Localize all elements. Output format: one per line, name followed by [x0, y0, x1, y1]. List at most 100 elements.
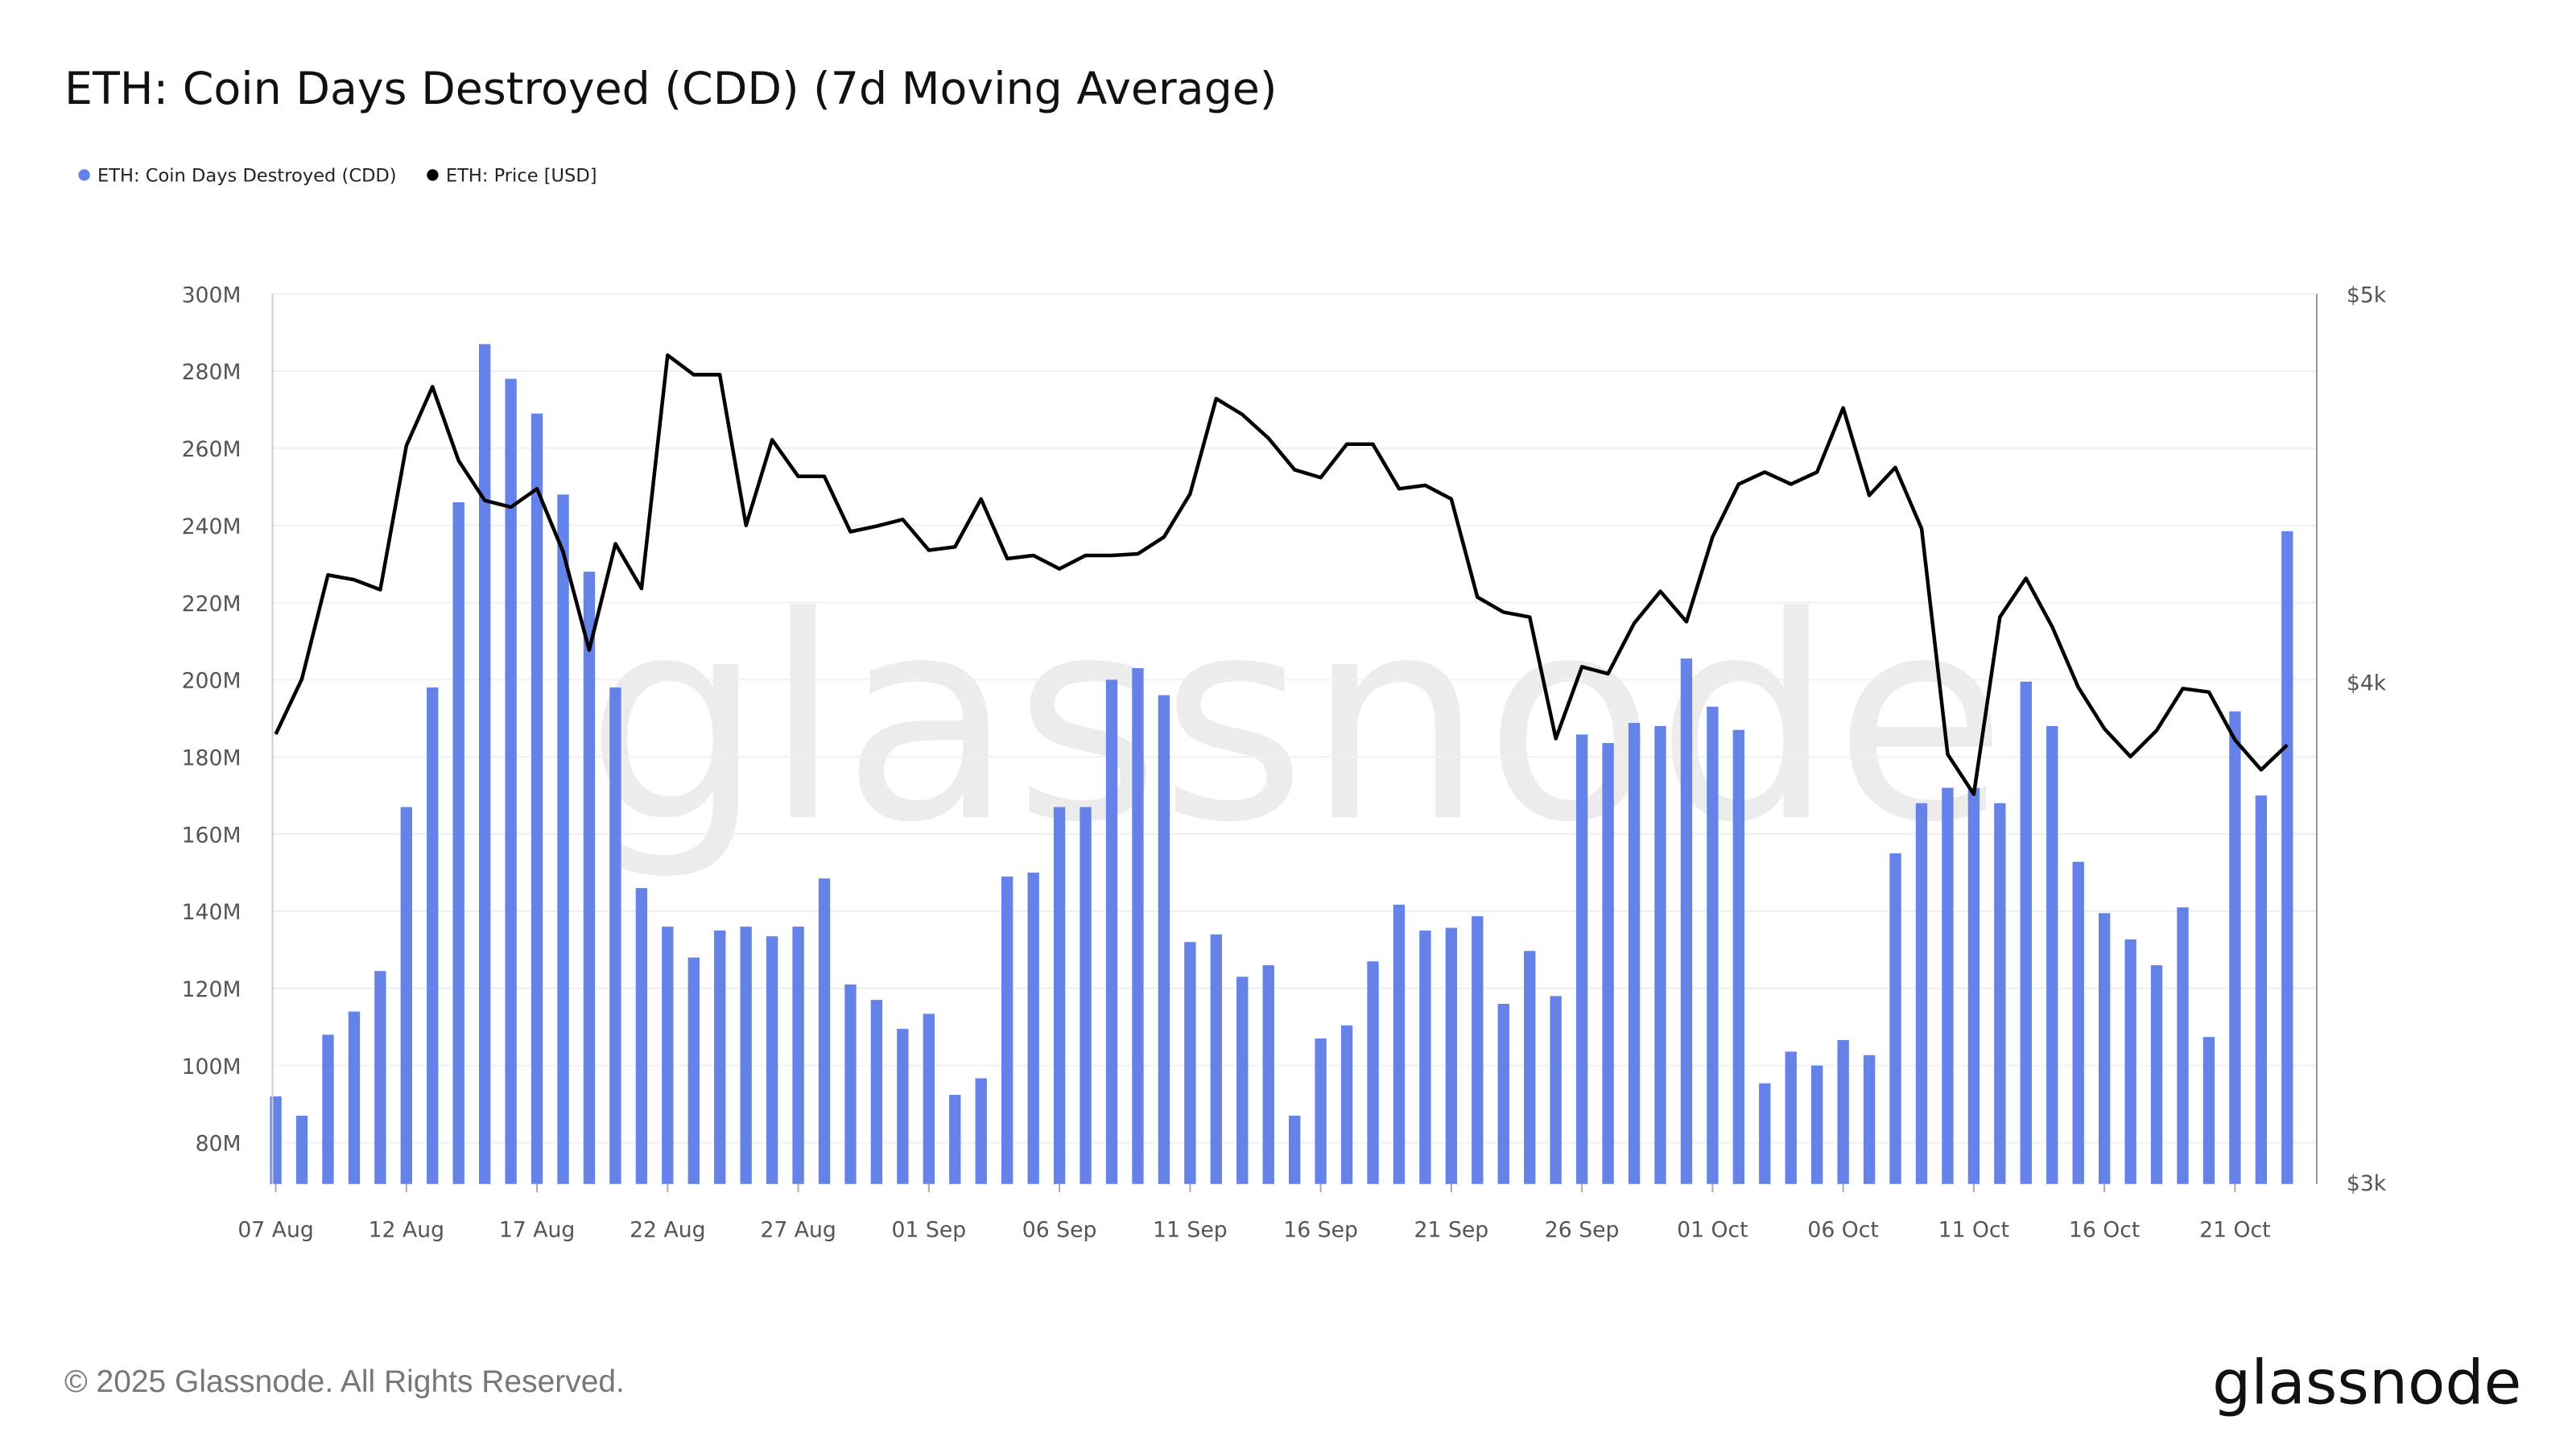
cdd-bar: [1001, 876, 1013, 1184]
left-tick-label: 160M: [182, 823, 242, 848]
left-tick-label: 200M: [182, 669, 242, 694]
x-tick-label: 17 Aug: [499, 1217, 575, 1242]
cdd-bar: [1419, 930, 1431, 1184]
cdd-bar: [1262, 965, 1274, 1184]
left-axis-ticks: 80M 100M 120M 140M 160M 180M 200M 220M 240M 260M 2…: [182, 283, 242, 1156]
right-tick-label: $4k: [2347, 671, 2387, 696]
x-tick-label: 26 Sep: [1545, 1217, 1620, 1242]
cdd-bar: [1184, 942, 1196, 1184]
cdd-bar: [1889, 853, 1901, 1184]
cdd-bar: [897, 1029, 909, 1184]
x-tick-label: 22 Aug: [630, 1217, 705, 1242]
cdd-bar: [1340, 1025, 1353, 1184]
cdd-bar: [400, 807, 412, 1184]
cdd-bar: [766, 936, 778, 1184]
x-tick-label: 27 Aug: [760, 1217, 836, 1242]
cdd-bar: [792, 927, 804, 1184]
x-tick-label: 06 Sep: [1022, 1217, 1097, 1242]
cdd-bar: [1288, 1115, 1301, 1184]
left-tick-label: 220M: [182, 592, 242, 617]
cdd-bar: [322, 1034, 334, 1184]
footer-copyright: © 2025 Glassnode. All Rights Reserved.: [64, 1364, 625, 1399]
x-tick-label: 11 Sep: [1153, 1217, 1228, 1242]
cdd-bar: [975, 1078, 987, 1184]
cdd-bar: [1472, 916, 1484, 1184]
cdd-bar: [844, 984, 857, 1184]
cdd-bar: [1497, 1003, 1509, 1184]
cdd-bar: [635, 888, 648, 1184]
x-tick-label: 21 Sep: [1414, 1217, 1489, 1242]
x-tick-label: 11 Oct: [1938, 1217, 2009, 1242]
cdd-bar: [1210, 934, 1222, 1184]
cdd-bar: [2072, 861, 2084, 1184]
cdd-bar: [1602, 742, 1614, 1184]
left-tick-label: 180M: [182, 745, 242, 770]
cdd-bar: [1707, 706, 1719, 1184]
right-tick-label: $3k: [2347, 1171, 2387, 1196]
cdd-bar: [1759, 1083, 1771, 1184]
footer-logo: glassnode: [2212, 1348, 2521, 1418]
cdd-bar: [1080, 807, 1092, 1184]
cdd-bar: [557, 494, 569, 1184]
cdd-bar: [1027, 873, 1039, 1184]
cdd-bar: [452, 502, 464, 1184]
cdd-bar: [949, 1095, 961, 1184]
cdd-bar: [505, 378, 517, 1184]
cdd-bar: [740, 927, 752, 1184]
x-tick-label: 21 Oct: [2199, 1217, 2270, 1242]
left-tick-label: 100M: [182, 1055, 242, 1080]
cdd-bar: [1654, 725, 1666, 1184]
cdd-bar: [478, 344, 491, 1184]
cdd-bar: [1132, 668, 1144, 1184]
x-axis-ticks: 07 Aug 12 Aug 17 Aug 22 Aug 27 Aug 01 Sep 06 S…: [237, 1183, 2271, 1242]
cdd-bar: [1732, 729, 1745, 1184]
x-tick-label: 01 Sep: [892, 1217, 967, 1242]
watermark: glassnode: [585, 557, 2007, 884]
cdd-bar: [1105, 679, 1118, 1184]
legend-label-cdd[interactable]: ETH: Coin Days Destroyed (CDD): [97, 166, 397, 187]
cdd-bar: [2098, 913, 2111, 1184]
left-tick-label: 300M: [182, 283, 242, 308]
legend-marker-cdd: [78, 169, 90, 181]
cdd-bar: [687, 957, 700, 1184]
cdd-bar: [2255, 795, 2268, 1184]
cdd-bar: [1837, 1040, 1849, 1184]
cdd-bar: [1236, 976, 1249, 1184]
cdd-bar: [1628, 723, 1641, 1184]
left-tick-label: 240M: [182, 514, 242, 539]
cdd-bar: [1550, 996, 1562, 1184]
cdd-bar: [1367, 961, 1379, 1184]
cdd-bar: [583, 572, 596, 1184]
cdd-bar: [374, 971, 386, 1184]
x-tick-label: 16 Oct: [2069, 1217, 2140, 1242]
cdd-bar: [2124, 939, 2136, 1184]
cdd-bar: [295, 1115, 308, 1184]
cdd-bar: [1785, 1051, 1797, 1184]
legend-label-price[interactable]: ETH: Price [USD]: [446, 166, 597, 187]
cdd-bar: [1575, 734, 1588, 1184]
cdd-bar: [714, 930, 726, 1184]
left-tick-label: 80M: [196, 1132, 242, 1157]
cdd-bar: [1942, 787, 1954, 1184]
cdd-bar: [427, 687, 439, 1184]
cdd-bar: [1915, 803, 1928, 1184]
right-axis-ticks: $3k $4k $5k: [2347, 283, 2387, 1196]
legend: ETH: Coin Days Destroyed (CDD) ETH: Pric…: [78, 166, 597, 187]
left-tick-label: 140M: [182, 900, 242, 925]
cdd-bar: [2177, 907, 2189, 1184]
cdd-bar: [818, 878, 831, 1184]
left-tick-label: 280M: [182, 360, 242, 385]
cdd-bar: [1863, 1055, 1876, 1184]
cdd-bar: [2202, 1037, 2215, 1184]
cdd-bar: [1967, 787, 1980, 1184]
cdd-bar: [1158, 695, 1170, 1184]
legend-marker-price: [427, 169, 439, 181]
cdd-bar: [1393, 904, 1406, 1184]
cdd-bar: [609, 687, 621, 1184]
cdd-bar: [2150, 965, 2163, 1184]
left-tick-label: 260M: [182, 437, 242, 462]
cdd-bar: [1994, 803, 2006, 1184]
cdd-bar: [2020, 681, 2032, 1184]
x-tick-label: 07 Aug: [237, 1217, 313, 1242]
